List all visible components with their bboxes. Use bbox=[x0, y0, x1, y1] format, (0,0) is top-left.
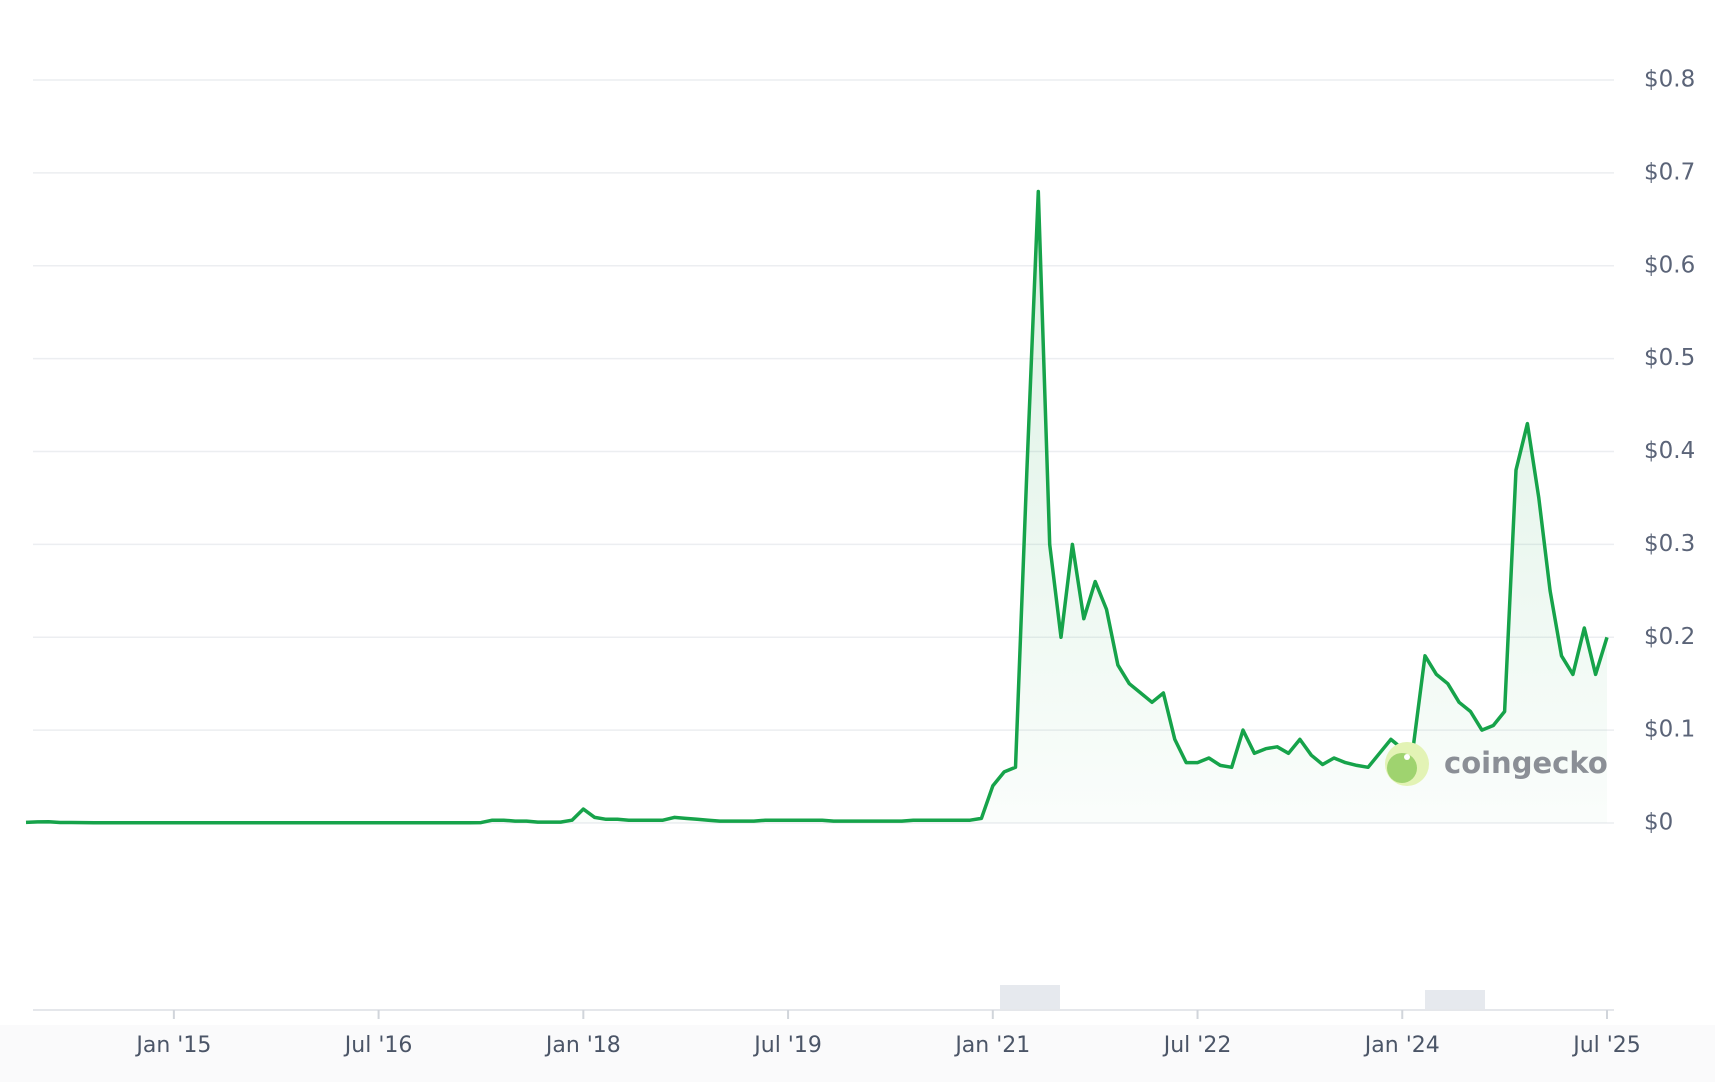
x-tick-label: Jan '18 bbox=[544, 1033, 621, 1058]
y-tick-label: $0.6 bbox=[1644, 252, 1695, 278]
watermark: coingecko bbox=[1385, 742, 1608, 786]
y-tick-label: $0.2 bbox=[1644, 624, 1695, 650]
x-tick-label: Jul '22 bbox=[1162, 1033, 1232, 1058]
y-tick-label: $0 bbox=[1644, 810, 1673, 836]
x-tick-label: Jan '24 bbox=[1363, 1033, 1440, 1058]
x-tick-label: Jan '21 bbox=[953, 1033, 1030, 1058]
x-tick-label: Jul '25 bbox=[1571, 1033, 1641, 1058]
y-tick-label: $0.7 bbox=[1644, 159, 1695, 185]
logo-inner bbox=[1387, 753, 1417, 783]
x-tick-label: Jul '19 bbox=[752, 1033, 822, 1058]
watermark-text: coingecko bbox=[1444, 746, 1608, 780]
y-tick-label: $0.4 bbox=[1644, 438, 1695, 464]
axis-band bbox=[0, 1025, 1715, 1082]
y-tick-label: $0.1 bbox=[1644, 717, 1695, 743]
x-tick-label: Jan '15 bbox=[134, 1033, 211, 1058]
volume-area bbox=[1000, 985, 1485, 1010]
price-line bbox=[25, 189, 1609, 825]
y-tick-label: $0.8 bbox=[1644, 67, 1695, 93]
y-tick-label: $0.3 bbox=[1644, 531, 1695, 557]
price-area bbox=[26, 191, 1607, 823]
y-tick-label: $0.5 bbox=[1644, 345, 1695, 371]
x-tick-label: Jul '16 bbox=[343, 1033, 413, 1058]
logo-eye bbox=[1404, 754, 1410, 760]
